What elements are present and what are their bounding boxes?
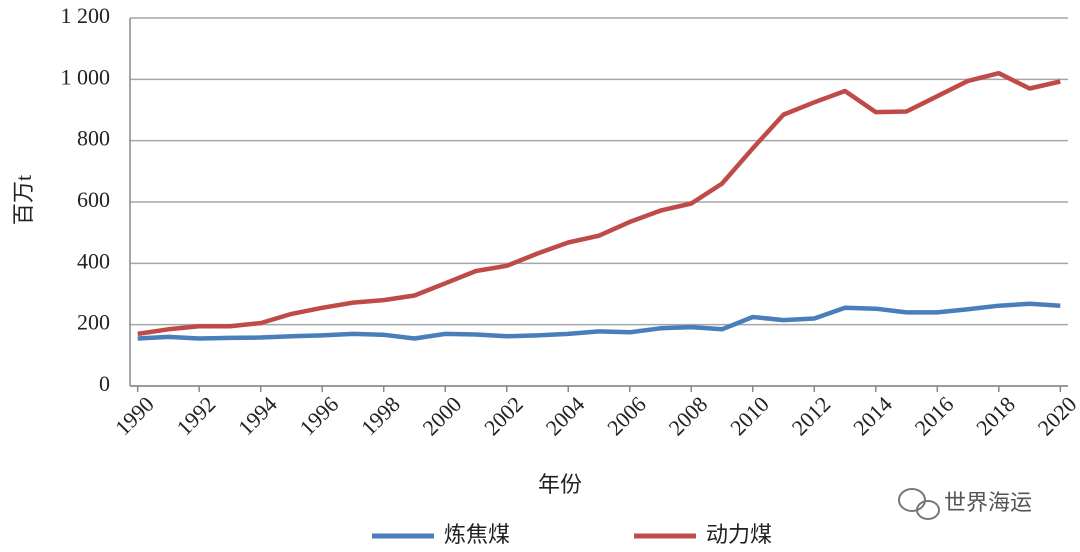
y-tick-label: 400 bbox=[77, 248, 110, 273]
x-tick-label: 2016 bbox=[910, 391, 959, 440]
x-tick-label: 1994 bbox=[233, 391, 282, 440]
x-tick-label: 2010 bbox=[725, 391, 774, 440]
x-tick-label: 2012 bbox=[787, 391, 836, 440]
x-tick-label: 1992 bbox=[172, 391, 221, 440]
x-tick-label: 2008 bbox=[664, 391, 713, 440]
legend-label: 动力煤 bbox=[706, 523, 772, 548]
x-tick-label: 2004 bbox=[541, 391, 590, 440]
y-tick-label: 200 bbox=[77, 310, 110, 335]
y-axis-label: 百万t bbox=[11, 175, 36, 225]
y-tick-label: 1 000 bbox=[61, 64, 111, 89]
y-tick-label: 800 bbox=[77, 126, 110, 151]
x-axis-label: 年份 bbox=[538, 472, 582, 497]
series-line bbox=[137, 301, 1061, 341]
watermark-icon bbox=[898, 488, 940, 520]
x-tick-label: 2000 bbox=[418, 391, 467, 440]
x-tick-label: 1996 bbox=[295, 391, 344, 440]
x-tick-label: 1990 bbox=[110, 391, 159, 440]
x-tick-label: 1998 bbox=[356, 391, 405, 440]
x-tick-label: 2014 bbox=[848, 391, 897, 440]
y-tick-label: 600 bbox=[77, 187, 110, 212]
x-tick-label: 2006 bbox=[602, 391, 651, 440]
series-line bbox=[137, 70, 1061, 337]
legend-label: 炼焦煤 bbox=[444, 523, 510, 548]
y-tick-label: 1 200 bbox=[61, 3, 111, 28]
watermark: 世界海运 bbox=[944, 491, 1032, 516]
x-tick-label: 2018 bbox=[971, 391, 1020, 440]
y-tick-label: 0 bbox=[99, 371, 110, 396]
x-tick-label: 2002 bbox=[479, 391, 528, 440]
x-tick-label: 2020 bbox=[1033, 391, 1080, 440]
